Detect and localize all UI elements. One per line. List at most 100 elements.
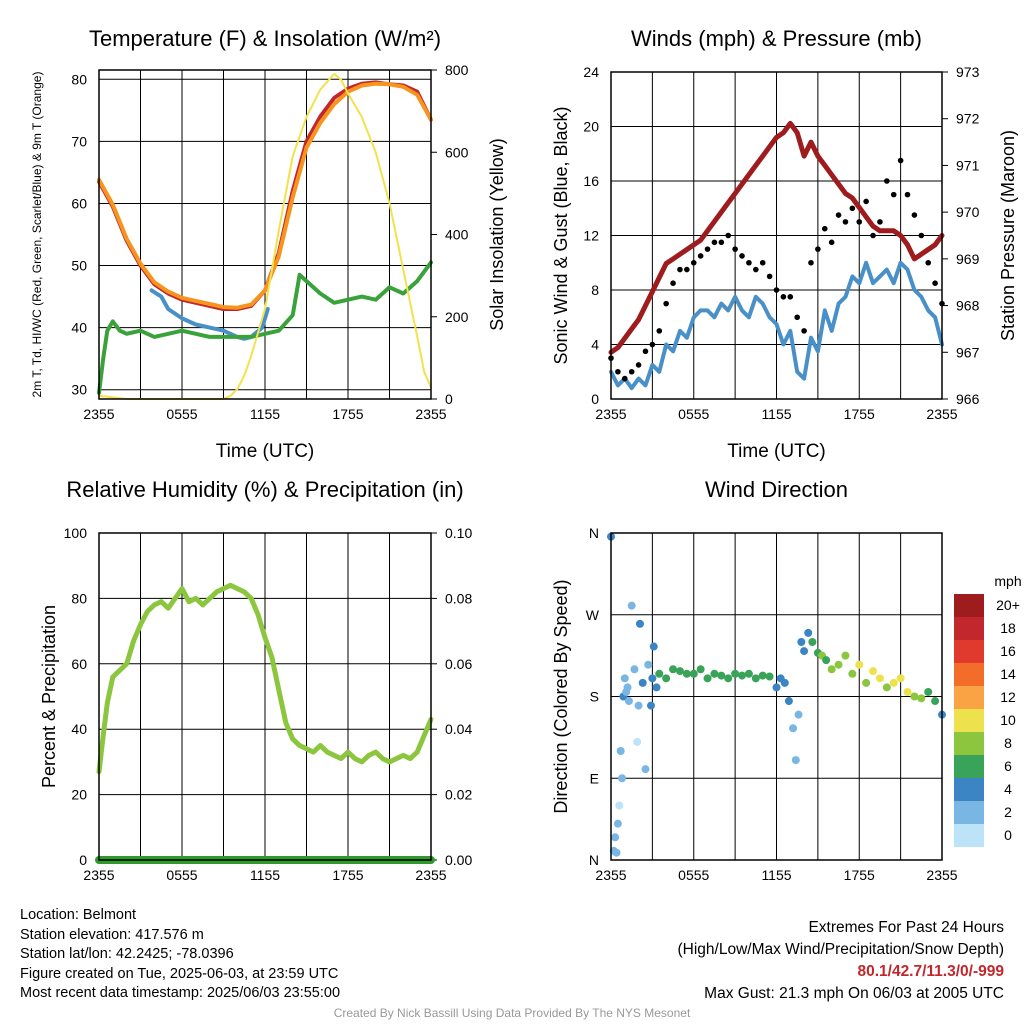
panel2-gust-point	[670, 280, 676, 286]
panel2-gust-point	[615, 368, 621, 375]
panel4-direction-point	[652, 683, 661, 692]
panel1-y-tick-label: 80	[71, 71, 87, 87]
panel4-direction-point	[804, 628, 813, 637]
colorbar-swatch	[954, 755, 984, 778]
panel2-gust-point	[842, 219, 849, 225]
panel2-gust-point	[628, 368, 635, 375]
panel2-y-tick-label: 12	[583, 228, 599, 244]
panel2-title: Winds (mph) & Pressure (mb)	[631, 26, 922, 51]
panel4-direction-point	[644, 660, 653, 669]
panel3-y-tick-label: 100	[64, 525, 88, 541]
panel2-gust-point	[677, 266, 683, 273]
panel4-direction-point	[862, 678, 871, 687]
colorbar-swatch	[954, 594, 984, 617]
panel4-direction-point	[784, 697, 793, 706]
panel2-gust-point	[787, 294, 794, 300]
panel4-direction-point	[789, 724, 798, 733]
panel4-direction-point	[662, 674, 671, 683]
panel4-x-tick-label: 1755	[844, 867, 875, 883]
panel2-y-right-tick-label: 972	[956, 111, 980, 127]
panel4-direction-point	[882, 683, 891, 692]
panel4-direction-point	[855, 660, 864, 669]
panel2-gust-point	[890, 191, 897, 198]
panel4-direction-point	[682, 669, 691, 678]
panel1-frame	[98, 69, 432, 400]
panel3-y-right-tick-label: 0.02	[445, 787, 472, 803]
panel4-direction-point	[638, 678, 647, 687]
panel4-direction-point	[616, 747, 625, 755]
panel4-direction-point	[717, 671, 726, 680]
panel2-gust-point	[925, 259, 932, 266]
panel3-x-tick-label: 2355	[83, 867, 114, 883]
panel2-gust-point	[856, 219, 863, 225]
colorbar-label: 6	[1004, 758, 1012, 774]
panel2-gust-point	[808, 259, 814, 266]
panel4-direction-point	[772, 683, 781, 692]
colorbar-label: 8	[1004, 735, 1012, 751]
station-elevation: Station elevation: 417.576 m	[20, 926, 204, 943]
panel3-x-tick-label: 0555	[166, 867, 197, 883]
panel4-direction-point	[800, 647, 809, 656]
panel2-gust-point	[904, 191, 911, 198]
panel4-direction-point	[675, 667, 684, 676]
panel4-direction-point	[780, 678, 789, 687]
panel1-y-tick-label: 40	[71, 320, 87, 336]
panel2-gust-point	[794, 314, 800, 321]
panel2-gust-point	[863, 198, 869, 205]
colorbar-swatch	[954, 640, 984, 663]
colorbar-swatch	[954, 709, 984, 732]
panel2-gust-point	[766, 273, 773, 280]
panel2-y-tick-label: 16	[583, 173, 599, 189]
panel2-gust-point	[711, 239, 718, 246]
panel2-y-tick-label: 24	[583, 64, 599, 80]
panel1-y-right-tick-label: 200	[445, 309, 469, 325]
panel3-relative-humidity-line	[96, 582, 434, 775]
panel2-gust-point	[870, 232, 876, 239]
panel4-y-tick-label: E	[590, 770, 599, 786]
panel4-direction-point	[641, 765, 650, 774]
panel4-direction-point	[724, 674, 733, 683]
panel3-frame	[98, 532, 432, 861]
panel2-station-pressure-line	[608, 120, 945, 355]
colorbar-label: 4	[1004, 781, 1012, 797]
panel2-gust-point	[753, 266, 759, 273]
panel1-y-tick-label: 70	[71, 133, 87, 149]
panel1-x-tick-label: 2355	[83, 406, 114, 422]
panel4-direction-point	[648, 674, 657, 683]
panel2-y-right-tick-label: 969	[956, 251, 980, 267]
colorbar-swatch	[954, 778, 984, 801]
panel3-y-tick-label: 80	[71, 590, 87, 606]
panel4-frame	[610, 532, 943, 861]
panel2-gust-point	[918, 232, 925, 239]
panel4-y-tick-label: S	[590, 689, 599, 705]
panel4-direction-point	[731, 669, 740, 678]
panel2-gust-point	[835, 212, 842, 218]
panel2-y-right-tick-label: 973	[956, 64, 980, 80]
panel4-direction-point	[875, 674, 884, 683]
colorbar-label: 10	[1000, 712, 1016, 728]
panel2-gust-point	[684, 266, 690, 273]
panel2-y-right-tick-label: 968	[956, 298, 980, 314]
colorbar-swatch	[954, 686, 984, 709]
panel1-x-tick-label: 1755	[332, 406, 363, 422]
panel2-gust-point	[821, 225, 828, 232]
panel2-gust-point	[773, 287, 780, 293]
panel4-direction-point	[613, 819, 622, 828]
panel2-gust-point	[911, 212, 918, 218]
panel4-direction-point	[791, 756, 800, 765]
figure-created: Figure created on Tue, 2025-06-03, at 23…	[20, 965, 339, 982]
panel4-direction-point	[896, 674, 905, 683]
panel4-y-label: Direction (Colored By Speed)	[551, 579, 571, 813]
panel4-direction-point	[633, 737, 642, 746]
panel2-y-right-tick-label: 967	[956, 344, 980, 360]
panel4-direction-point	[848, 669, 857, 678]
colorbar-label: 12	[1000, 689, 1016, 705]
panel1-y-label: 2m T, Td, HI/WC (Red, Green, Scarlet/Blu…	[30, 72, 44, 398]
panel1-y-tick-label: 50	[71, 258, 87, 274]
panel1-y-tick-label: 30	[71, 382, 87, 398]
panel4-direction-point	[917, 694, 926, 703]
panel4-x-tick-label: 2355	[595, 867, 626, 883]
panel4-direction-point	[751, 674, 760, 683]
panel3-y-right-tick-label: 0.10	[445, 525, 472, 541]
